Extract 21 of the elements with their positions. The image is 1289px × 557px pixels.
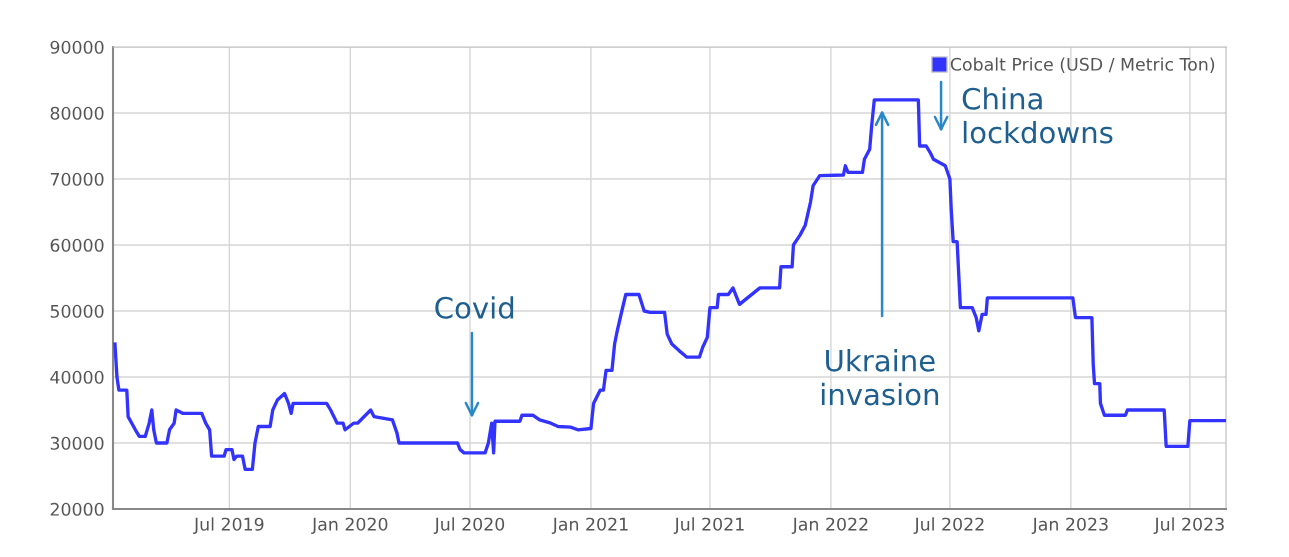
x-tick-label: Jan 2021 bbox=[551, 517, 628, 534]
y-tick-label: 70000 bbox=[50, 172, 104, 186]
x-tick-label: Jul 2023 bbox=[1153, 517, 1224, 534]
y-tick-label: 30000 bbox=[50, 436, 104, 450]
y-tick-label: 40000 bbox=[50, 370, 104, 384]
x-tick-label: Jan 2023 bbox=[1031, 517, 1108, 534]
y-tick-label: 80000 bbox=[50, 106, 104, 120]
x-tick-label: Jul 2022 bbox=[913, 517, 984, 534]
annotation: Ukraine invasion bbox=[821, 349, 939, 406]
x-tick-label: Jul 2020 bbox=[433, 517, 505, 534]
annotation: China lockdowns bbox=[962, 87, 1113, 144]
y-tick-label: 90000 bbox=[50, 40, 104, 54]
y-tick-label: 20000 bbox=[50, 502, 104, 516]
x-tick-label: Jul 2019 bbox=[193, 517, 264, 534]
x-tick-label: Jul 2021 bbox=[673, 517, 744, 534]
y-tick-label: 50000 bbox=[50, 304, 104, 318]
x-tick-label: Jan 2022 bbox=[791, 517, 868, 534]
x-tick-label: Jan 2020 bbox=[311, 517, 388, 534]
annotation: Covid bbox=[435, 296, 514, 319]
y-tick-label: 60000 bbox=[50, 238, 104, 252]
legend-label: Cobalt Price (USD / Metric Ton) bbox=[950, 57, 1215, 73]
